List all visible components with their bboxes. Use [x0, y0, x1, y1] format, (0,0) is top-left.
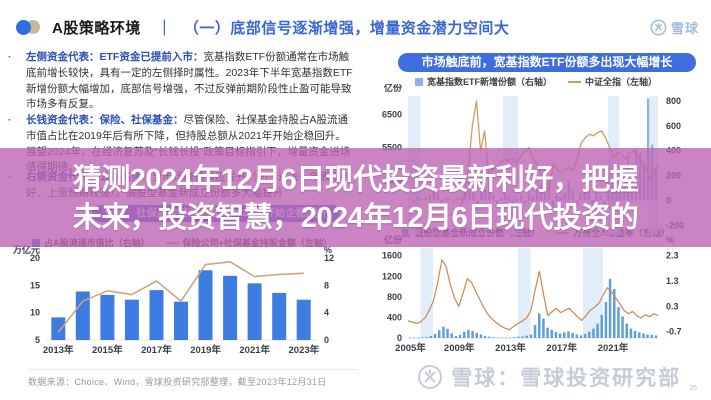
watermark-text: 雪球：雪球投资研究部 [451, 367, 682, 390]
overlay-text-line1: 猜测2024年12月6日现代投资最新利好，把握 [72, 164, 639, 196]
svg-text:400: 400 [387, 312, 402, 322]
bullet-lead: 长钱资金代表：保险、社保基金： [26, 114, 184, 126]
legend-item-line: 中证全指（左轴） [567, 75, 657, 88]
legend-label: 中证全指（左轴） [584, 77, 657, 87]
svg-text:2013年: 2013年 [495, 342, 526, 354]
svg-text:0.3: 0.3 [666, 301, 679, 311]
bullet-lead: 左侧资金代表：ETF资金已提前入市： [26, 51, 204, 63]
promo-overlay-banner: 猜测2024年12月6日现代投资最新利好，把握 未来，投资智慧，2024年12月… [0, 148, 711, 247]
svg-text:0: 0 [397, 333, 402, 343]
title-separator: ｜ [156, 19, 172, 37]
svg-text:800: 800 [666, 96, 681, 106]
svg-text:2005年: 2005年 [395, 342, 426, 354]
legend-label: 宽基指数ETF新增份额（右轴） [426, 77, 552, 87]
section-bullet-icon [16, 18, 44, 36]
svg-text:万亿元: 万亿元 [12, 244, 40, 255]
svg-text:800: 800 [387, 292, 402, 302]
chart-banner-etf: 市场触底前，宽基指数ETF份额多出现大幅增长 [398, 53, 696, 72]
legend-swatch-bar-icon [414, 77, 423, 86]
svg-text:1.3: 1.3 [666, 276, 679, 286]
fund-issuance-return-chart: 1600 1200 800 400 0 2.3 1.3 0.3 -0.7 2005年 2009年 20… [382, 234, 682, 354]
bullet-body: 宽基指数ETF份额通常在市场触底前增长较快，具有一定的左侧择时属性。2023年下… [26, 51, 353, 111]
svg-text:1600: 1600 [382, 251, 402, 261]
svg-text:2017年: 2017年 [546, 342, 577, 354]
legend-item-bars: 宽基指数ETF新增份额（右轴） [414, 75, 552, 88]
svg-text:2023年: 2023年 [289, 344, 320, 356]
section-title: A股策略环境 [52, 19, 141, 37]
bullet-dot: · [8, 114, 12, 126]
insurance-holdings-chart: 20 15 10 5 12 8 4 0 2013年 2015年 2017年 2019年 2021年 202… [12, 244, 334, 356]
bullet-dot: · [8, 51, 12, 63]
xueqiu-watermark-icon [418, 365, 443, 389]
footer-divider [28, 369, 358, 370]
svg-text:2021年: 2021年 [598, 342, 629, 354]
svg-text:15: 15 [30, 280, 40, 290]
svg-text:2.3: 2.3 [666, 251, 679, 261]
watermark: 雪球：雪球投资研究部 26 [417, 362, 697, 392]
svg-text:-0.7: -0.7 [666, 327, 682, 337]
svg-text:600: 600 [666, 121, 681, 131]
svg-text:0: 0 [324, 335, 329, 345]
svg-text:5: 5 [35, 335, 40, 345]
svg-text:2015年: 2015年 [92, 344, 123, 356]
brand-name: 雪球 [670, 21, 699, 36]
legend-swatch-line-icon [567, 80, 581, 83]
legend-topright-chart: 宽基指数ETF新增份额（右轴） 中证全指（左轴） [366, 75, 706, 88]
svg-text:10: 10 [30, 308, 40, 318]
svg-text:%: % [324, 245, 332, 255]
svg-text:4: 4 [324, 308, 329, 318]
svg-text:6500: 6500 [382, 109, 402, 119]
svg-text:8: 8 [324, 280, 329, 290]
svg-text:1200: 1200 [382, 271, 402, 281]
data-source-note: 数据来源：Choice、Wind，雪球投资研究部整理，截至2023年12月31日 [28, 377, 327, 387]
xueqiu-logo-icon [650, 19, 667, 36]
header: A股策略环境 ｜ （一）底部信号逐渐增强，增量资金潜力空间大 [16, 12, 699, 42]
svg-text:2017年: 2017年 [141, 344, 172, 356]
svg-text:2013年: 2013年 [43, 344, 74, 356]
svg-text:12: 12 [324, 253, 334, 263]
xueqiu-brand: 雪球 [650, 18, 699, 37]
svg-text:亿份: 亿份 [384, 84, 403, 93]
bullet-etf-funds: · 左侧资金代表：ETF资金已提前入市：宽基指数ETF份额通常在市场触底前增长较… [8, 50, 356, 113]
page-title: （一）底部信号逐渐增强，增量资金潜力空间大 [183, 19, 510, 37]
svg-text:5500: 5500 [382, 143, 402, 153]
svg-text:2019年: 2019年 [190, 344, 221, 356]
svg-text:20: 20 [30, 253, 40, 263]
watermark-page-number: 26 [689, 385, 697, 392]
svg-text:2021年: 2021年 [239, 344, 270, 356]
overlay-text-line2: 未来，投资智慧，2024年12月6日现代投资的 [72, 202, 639, 234]
svg-text:2009年: 2009年 [444, 342, 475, 354]
